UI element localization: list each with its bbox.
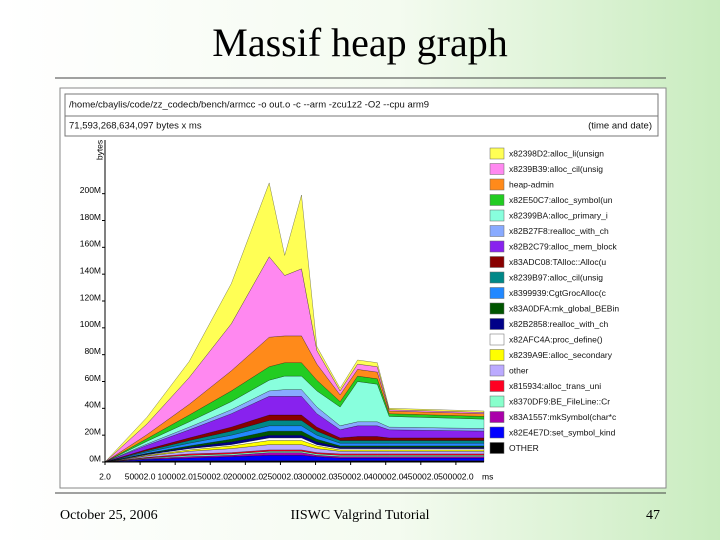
command-text: /home/cbaylis/code/zz_codecb/bench/armcc… <box>69 100 429 111</box>
x-tick-label: 250002.0 <box>263 471 299 481</box>
x-tick-label: 2.0 <box>99 471 111 481</box>
y-tick-label: 20M <box>84 426 101 436</box>
x-tick-label: 150002.0 <box>193 471 229 481</box>
legend-swatch <box>489 178 505 191</box>
legend-label: x83A0DFA:mk_global_BEBin <box>509 303 619 313</box>
footer-date: October 25, 2006 <box>60 508 158 523</box>
legend-swatch <box>489 194 505 206</box>
y-tick-label: 100M <box>80 319 101 329</box>
legend-swatch <box>489 240 505 253</box>
legend-label: other <box>509 365 529 375</box>
y-tick-label: 120M <box>80 292 101 302</box>
x-tick-label: 50002.0 <box>125 471 156 481</box>
legend-label: x83A1557:mkSymbol(char*c <box>509 412 617 422</box>
legend-swatch <box>489 225 505 237</box>
legend-label: heap-admin <box>509 179 554 189</box>
y-tick-label: 40M <box>84 400 101 410</box>
legend-label: x82399BA:alloc_primary_i <box>509 210 608 220</box>
x-tick-label: 450002.0 <box>403 471 439 481</box>
legend-label: x82B27F8:realloc_with_ch <box>509 226 609 236</box>
legend-label: x82B2C79:alloc_mem_block <box>509 241 617 251</box>
legend-swatch <box>489 380 505 392</box>
x-tick-label: 400002.0 <box>368 471 404 481</box>
legend-swatch <box>489 287 505 299</box>
legend-swatch <box>489 349 505 361</box>
total-text: 71,593,268,634,097 bytes x ms <box>69 121 202 132</box>
x-tick-label: 300002.0 <box>298 471 334 481</box>
legend-swatch <box>489 333 505 346</box>
slide-title: Massif heap graph <box>212 20 507 65</box>
area <box>104 182 485 463</box>
legend-label: x82E50C7:alloc_symbol(un <box>509 195 613 205</box>
legend-label: x8399939:CgtGrocAlloc(c <box>509 288 607 298</box>
footer-event: IISWC Valgrind Tutorial <box>291 508 430 523</box>
y-tick-label: 200M <box>80 185 101 195</box>
x-tick-label: 100002.0 <box>157 471 193 481</box>
legend-label: x8239B39:alloc_cil(unsig <box>509 164 603 174</box>
x-tick-label: 350002.0 <box>333 471 369 481</box>
legend-swatch <box>489 318 505 330</box>
legend-label: OTHER <box>509 443 539 453</box>
y-tick-label: 140M <box>80 265 101 275</box>
legend-swatch <box>489 163 505 175</box>
legend-swatch <box>489 395 505 408</box>
legend-swatch <box>489 271 505 284</box>
legend-label: x8239A9E:alloc_secondary <box>509 350 613 360</box>
y-tick-label: 0M <box>89 453 101 463</box>
legend-swatch <box>489 302 505 315</box>
legend-swatch <box>489 442 505 454</box>
x-tick-label: 500002.0 <box>438 471 474 481</box>
legend-swatch <box>489 426 505 439</box>
legend-swatch <box>489 209 505 222</box>
legend-label: x8370DF9:BE_FileLine::Cr <box>509 396 610 406</box>
legend-swatch <box>489 411 505 423</box>
legend-label: x83ADC08:TAlloc::Alloc(u <box>509 257 606 267</box>
legend-label: x82E4E7D:set_symbol_kind <box>509 427 616 437</box>
legend-swatch <box>489 147 505 160</box>
total-box <box>64 115 659 137</box>
legend-label: x8239B97:alloc_cil(unsig <box>509 272 603 282</box>
legend-label: x82398D2:alloc_li(unsign <box>509 148 604 158</box>
y-tick-label: 160M <box>80 239 101 249</box>
y-tick-label: 60M <box>84 373 101 383</box>
y-tick-label: 180M <box>80 212 101 222</box>
legend-label: x815934:alloc_trans_uni <box>509 381 601 391</box>
legend-swatch <box>489 256 505 268</box>
legend-label: x82AFC4A:proc_define() <box>509 334 603 344</box>
x-axis-label: ms <box>482 471 493 481</box>
plot: 0M 20M 40M 60M 80M 100M 120M 140M 160M 180M 200M 2.… <box>80 140 620 481</box>
legend-label: x82B2858:realloc_with_ch <box>509 319 609 329</box>
y-tick-label: 80M <box>84 346 101 356</box>
legend-swatch <box>489 364 505 377</box>
time-note: (time and date) <box>588 121 652 132</box>
y-axis-label: bytes <box>94 140 104 160</box>
x-tick-label: 200002.0 <box>228 471 264 481</box>
footer-page: 47 <box>646 508 660 523</box>
